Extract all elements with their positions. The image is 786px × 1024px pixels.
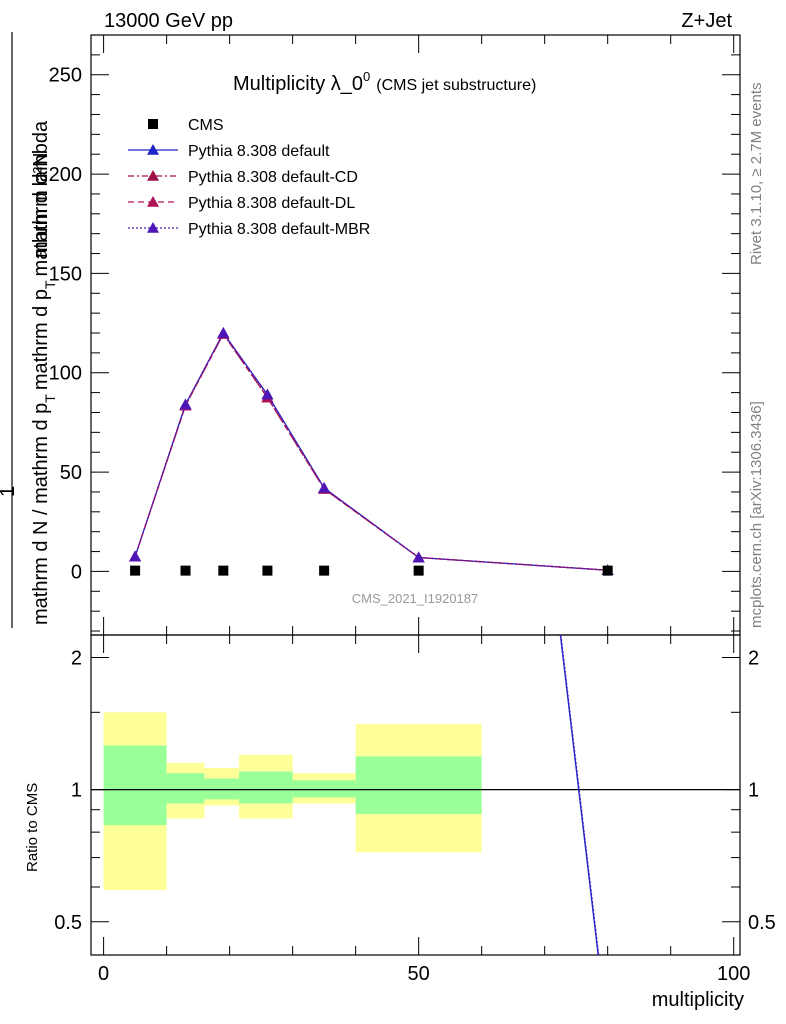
ratio-band-inner-2: [204, 778, 240, 800]
main-ylabel: 1 mathrm d²N mathrm d N / mathrm d pTmat…: [0, 32, 58, 628]
series-point: [412, 551, 425, 563]
ratio-tick-label: 0.5: [54, 912, 82, 934]
y-tick-label: 100: [49, 363, 82, 385]
x-axis-label: multiplicity: [652, 989, 744, 1011]
ratio-band-inner-5: [355, 756, 482, 814]
ylabel-denominator-part3: mathrm d lambda: [30, 120, 52, 276]
series-line: [134, 332, 608, 571]
series-point: [217, 327, 230, 338]
y-tick-label: 50: [60, 462, 82, 484]
ratio-tick-label-right: 1: [748, 780, 759, 802]
chart-title-sup: 0: [363, 69, 370, 84]
legend: CMS Pythia 8.308 default Pythia 8.308 defa…: [128, 117, 370, 238]
series-line: [134, 331, 608, 571]
cms-point: [130, 565, 141, 576]
y-tick-label: 150: [49, 263, 82, 285]
series-0: [129, 327, 614, 576]
legend-marker: [147, 196, 159, 207]
ratio-line-mbr: [560, 634, 600, 956]
cms-point: [319, 565, 330, 576]
legend-label: Pythia 8.308 default: [188, 143, 330, 160]
ratio-band-inner-4: [292, 780, 356, 798]
x-tick-label: 100: [717, 963, 750, 985]
ratio-ylabel: Ratio to CMS: [24, 783, 41, 872]
y-tick-label: 200: [49, 164, 82, 186]
legend-entry-1: Pythia 8.308 default: [128, 143, 330, 160]
ratio-tick-label: 2: [71, 647, 82, 669]
analysis-label: CMS_2021_I1920187: [352, 591, 479, 606]
ylabel-one: 1: [0, 486, 19, 497]
ratio-band-inner-0: [103, 745, 167, 826]
ylabel-denominator-part1: mathrm d N / mathrm d p: [30, 403, 52, 625]
cms-points: [130, 565, 613, 576]
ratio-band-inner-3: [239, 771, 293, 804]
series-point: [318, 481, 331, 493]
legend-marker: [147, 222, 159, 233]
ratio-tick-label-right: 0.5: [748, 912, 776, 934]
ylabel-denominator-sub1: T: [42, 394, 58, 403]
header-process: Z+Jet: [681, 10, 732, 32]
rivet-label: Rivet 3.1.10, ≥ 2.7M events: [748, 83, 765, 266]
x-tick-label: 50: [408, 963, 430, 985]
y-tick-label: 0: [71, 561, 82, 583]
ylabel-denominator: mathrm d N / mathrm d pTmathrm d pTmathr…: [30, 120, 58, 625]
series-2: [129, 328, 614, 576]
header-energy: 13000 GeV pp: [104, 10, 233, 32]
ratio-plot-frame: [90, 634, 741, 956]
cms-point: [602, 565, 613, 576]
legend-label: Pythia 8.308 default-CD: [188, 169, 358, 186]
legend-entry-0: CMS: [148, 117, 224, 134]
series-point: [129, 550, 142, 562]
ratio-tick-label-right: 2: [748, 647, 759, 669]
cms-point: [218, 565, 229, 576]
ratio-uncertainty-bands: [91, 712, 740, 891]
legend-label: Pythia 8.308 default-DL: [188, 195, 355, 212]
series-point: [179, 398, 192, 410]
ylabel-numerator: mathrm d²N: [30, 152, 52, 258]
series-point: [261, 388, 274, 400]
ylabel-denominator-sub2: T: [42, 280, 58, 289]
series-line: [134, 332, 608, 571]
cms-point: [180, 565, 191, 576]
ratio-mc-line: [559, 634, 600, 956]
axis-ticks: 0 50 100 0 50 100 150 200 250 0.5 0.5 1 1 2 2: [49, 34, 776, 985]
ratio-line-default: [559, 634, 599, 956]
cms-point: [262, 565, 273, 576]
legend-label: CMS: [188, 117, 224, 134]
series-3: [129, 327, 614, 576]
legend-marker: [148, 119, 158, 129]
mcplots-label: mcplots.cern.ch [arXiv:1306.3436]: [748, 401, 765, 628]
series-line: [134, 331, 608, 571]
legend-entry-4: Pythia 8.308 default-MBR: [128, 221, 370, 238]
ylabel-denominator-part2: mathrm d p: [30, 289, 52, 390]
legend-marker: [147, 144, 159, 155]
legend-marker: [147, 170, 159, 181]
series-1: [129, 328, 614, 576]
chart-title-sub: (CMS jet substructure): [376, 77, 536, 94]
ratio-band-inner-1: [166, 773, 205, 804]
series-lines: [129, 327, 614, 956]
legend-entry-3: Pythia 8.308 default-DL: [128, 195, 355, 212]
legend-label: Pythia 8.308 default-MBR: [188, 221, 370, 238]
legend-entry-2: Pythia 8.308 default-CD: [128, 169, 358, 186]
y-tick-label: 250: [49, 65, 82, 87]
ratio-tick-label: 1: [71, 780, 82, 802]
chart-title-main: Multiplicity λ_0: [233, 73, 363, 95]
x-tick-label: 0: [98, 963, 109, 985]
chart-title: Multiplicity λ_00 (CMS jet substructure): [233, 69, 536, 95]
cms-point: [413, 565, 424, 576]
